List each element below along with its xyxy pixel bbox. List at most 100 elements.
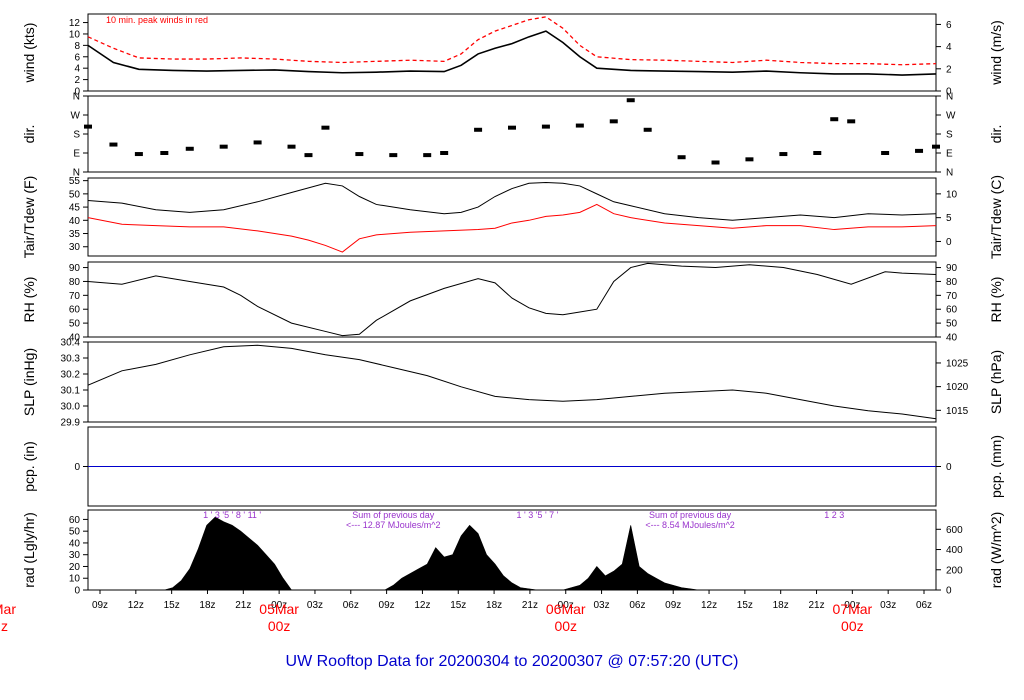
ytick-label-right-rad: 200 <box>946 565 963 576</box>
ytick-label-left-slp: 30.3 <box>61 354 81 365</box>
dir-point <box>355 152 364 157</box>
cut-time-label: z <box>1 618 8 634</box>
ytick-label-left-rad: 20 <box>69 562 81 573</box>
rad-annotation: Sum of previous day <box>352 510 435 520</box>
dir-point <box>677 155 686 160</box>
ytick-label-left-wind: 2 <box>74 75 80 86</box>
series-slp <box>87 344 937 420</box>
rad-annotation: 1 ' 3 '5 ' 7 ' <box>516 510 558 520</box>
panel-rad: rad (Lgly/hr) rad (W/m^2)0102030405060020… <box>21 509 1004 597</box>
ytick-label-left-slp: 29.9 <box>61 418 81 429</box>
ytick-label-left-rh: 40 <box>69 333 81 344</box>
ytick-label-left-rad: 50 <box>69 527 81 538</box>
ytick-label-right-rad: 400 <box>946 545 963 556</box>
ytick-label-right-tair: 5 <box>946 213 952 224</box>
ylabel-left-dir: dir. <box>21 125 37 144</box>
ytick-label-left-tair: 45 <box>69 203 81 214</box>
ytick-label-left-rad: 60 <box>69 515 81 526</box>
dir-point <box>389 153 398 158</box>
dir-point <box>932 144 940 149</box>
xtick-label: 00z <box>844 600 860 611</box>
dir-point <box>321 125 330 130</box>
ytick-label-left-tair: 40 <box>69 216 81 227</box>
ytick-label-right-rh: 40 <box>946 333 958 344</box>
ytick-label-left-slp: 30.0 <box>61 402 81 413</box>
ytick-label-right-pcp: 0 <box>946 462 952 473</box>
xtick-label: 03z <box>307 600 323 611</box>
panel-frame-slp <box>87 341 937 423</box>
ytick-label-left-wind: 6 <box>74 52 80 63</box>
dir-point <box>474 127 483 132</box>
ylabel-left-slp: SLP (inHg) <box>21 348 37 416</box>
dir-point <box>609 119 618 124</box>
ylabel-right-wind: wind (m/s) <box>988 20 1004 86</box>
ylabel-left-rad: rad (Lgly/hr) <box>21 512 37 587</box>
dir-point <box>643 127 652 132</box>
ytick-label-left-dir: W <box>71 111 81 122</box>
ylabel-right-pcp: pcp. (mm) <box>988 435 1004 498</box>
panel-frame-wind <box>87 13 937 92</box>
dir-point <box>779 152 788 157</box>
dir-point <box>109 142 118 147</box>
series-rh <box>87 262 937 337</box>
xtick-label: 21z <box>235 600 251 611</box>
panel-tair: Tair/Tdew (F) Tair/Tdew (C) 30 35 40 45 50 55 0 5… <box>21 175 1004 259</box>
ytick-label-right-rh: 80 <box>946 277 958 288</box>
series-wind-mean <box>87 30 937 76</box>
ytick-label-right-wind: 0 <box>946 87 952 98</box>
xtick-label: 18z <box>486 600 502 611</box>
rad-annotation: Sum of previous day <box>649 510 732 520</box>
ytick-label-left-tair: 50 <box>69 189 81 200</box>
dir-point <box>830 117 839 122</box>
ytick-label-left-rad: 10 <box>69 574 81 585</box>
dir-point <box>219 144 228 149</box>
ytick-label-right-dir: E <box>946 149 953 160</box>
xtick-label: 12z <box>414 600 430 611</box>
ytick-label-right-rh: 90 <box>946 263 958 274</box>
ytick-label-left-rad: 40 <box>69 538 81 549</box>
ytick-label-left-slp: 30.4 <box>61 338 81 349</box>
date-time-label: 00z <box>554 618 577 634</box>
xtick-label: 12z <box>701 600 717 611</box>
ytick-label-right-rad: 0 <box>946 586 952 597</box>
panel-frame-dir <box>87 95 937 173</box>
rad-annotation: 1 2 3 <box>824 510 844 520</box>
chart-title: UW Rooftop Data for 20200304 to 20200307… <box>286 653 739 670</box>
ytick-label-right-wind: 4 <box>946 42 952 53</box>
dir-point <box>84 124 92 129</box>
rad-annotation: <--- 12.87 MJoules/m^2 <box>346 520 441 530</box>
ytick-label-left-wind: 10 <box>69 29 81 40</box>
ylabel-left-tair: Tair/Tdew (F) <box>21 176 37 258</box>
ytick-label-left-wind: 0 <box>74 87 80 98</box>
ylabel-left-wind: wind (kts) <box>21 23 37 84</box>
panel-frame-rh <box>87 261 937 338</box>
ytick-label-left-dir: E <box>73 149 80 160</box>
dir-point <box>847 119 856 124</box>
dir-point <box>881 151 890 155</box>
ytick-label-left-dir: N <box>73 92 80 103</box>
dir-point <box>440 151 449 155</box>
ytick-label-right-dir: N <box>946 168 953 179</box>
panel-frame-tair <box>87 177 937 257</box>
dir-point <box>745 157 754 162</box>
ytick-label-left-tair: 35 <box>69 229 81 240</box>
ytick-label-left-wind: 12 <box>69 18 81 29</box>
dir-point <box>185 146 194 151</box>
rad-annotation: <--- 8.54 MJoules/m^2 <box>645 520 735 530</box>
ytick-label-right-rh: 50 <box>946 319 958 330</box>
xtick-label: 09z <box>92 600 108 611</box>
ytick-label-right-dir: W <box>946 111 956 122</box>
ytick-label-left-tair: 55 <box>69 176 81 187</box>
ytick-label-right-dir: S <box>946 130 953 141</box>
ytick-label-left-rh: 60 <box>69 305 81 316</box>
ytick-label-left-rad: 0 <box>74 586 80 597</box>
dir-point <box>160 151 169 155</box>
ylabel-right-dir: dir. <box>988 125 1004 144</box>
xtick-label: 00z <box>271 600 287 611</box>
xtick-label: 09z <box>665 600 681 611</box>
date-time-label: 00z <box>841 618 864 634</box>
dir-point <box>915 148 924 153</box>
ytick-label-right-slp: 1020 <box>946 382 969 393</box>
dir-point <box>508 125 516 130</box>
